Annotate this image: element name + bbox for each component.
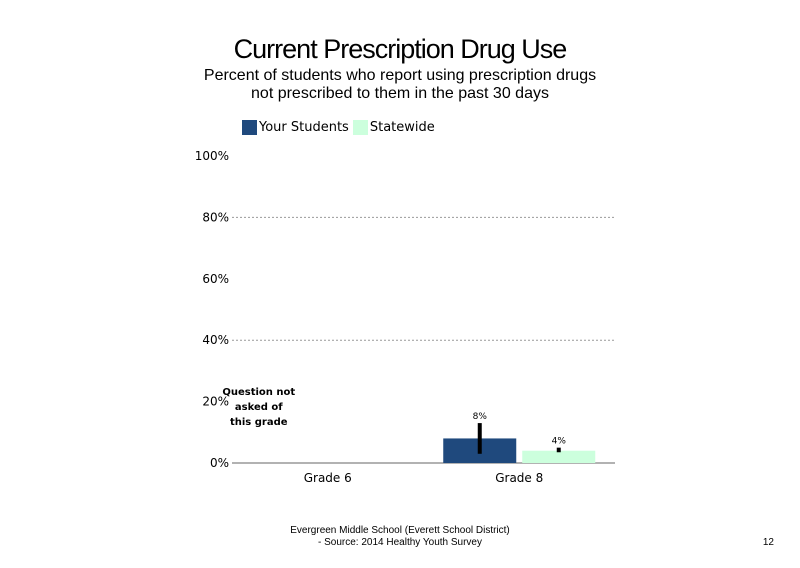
data-label: 4% [552, 437, 567, 447]
annotation-text: this grade [230, 417, 288, 428]
annotation-text: Question not [222, 387, 295, 398]
legend-label-your-students: Your Students [259, 119, 349, 135]
footer: Evergreen Middle School (Everett School … [200, 525, 600, 549]
y-tick-label: 0% [210, 456, 229, 470]
footer-source: - Source: 2014 Healthy Youth Survey [318, 537, 482, 548]
legend-label-statewide: Statewide [369, 119, 435, 135]
y-tick-label: 20% [202, 395, 229, 409]
legend-swatch-statewide [352, 119, 368, 135]
x-tick-label: Grade 8 [495, 471, 543, 485]
chart-legend: Your Students Statewide [242, 118, 439, 136]
y-tick-label: 80% [202, 210, 229, 224]
subtitle-line-2: not prescribed to them in the past 30 da… [251, 85, 549, 102]
x-tick-label: Grade 6 [304, 471, 352, 485]
data-label: 8% [473, 412, 488, 422]
legend-item-your-students: Your Students [242, 119, 349, 135]
y-tick-label: 100% [195, 149, 229, 163]
y-tick-label: 40% [202, 333, 229, 347]
subtitle-line-1: Percent of students who report using pre… [203, 67, 597, 84]
footer-school: Evergreen Middle School (Everett School … [290, 525, 510, 536]
annotation-text: asked of [235, 402, 283, 413]
chart-subtitle: Percent of students who report using pre… [200, 67, 600, 117]
chart-title: Current Prescription Drug Use [233, 34, 568, 64]
y-tick-label: 60% [202, 272, 229, 286]
page-number: 12 [762, 537, 774, 548]
legend-swatch-your-students [242, 119, 257, 135]
bar [522, 450, 596, 463]
legend-item-statewide: Statewide [352, 119, 435, 135]
